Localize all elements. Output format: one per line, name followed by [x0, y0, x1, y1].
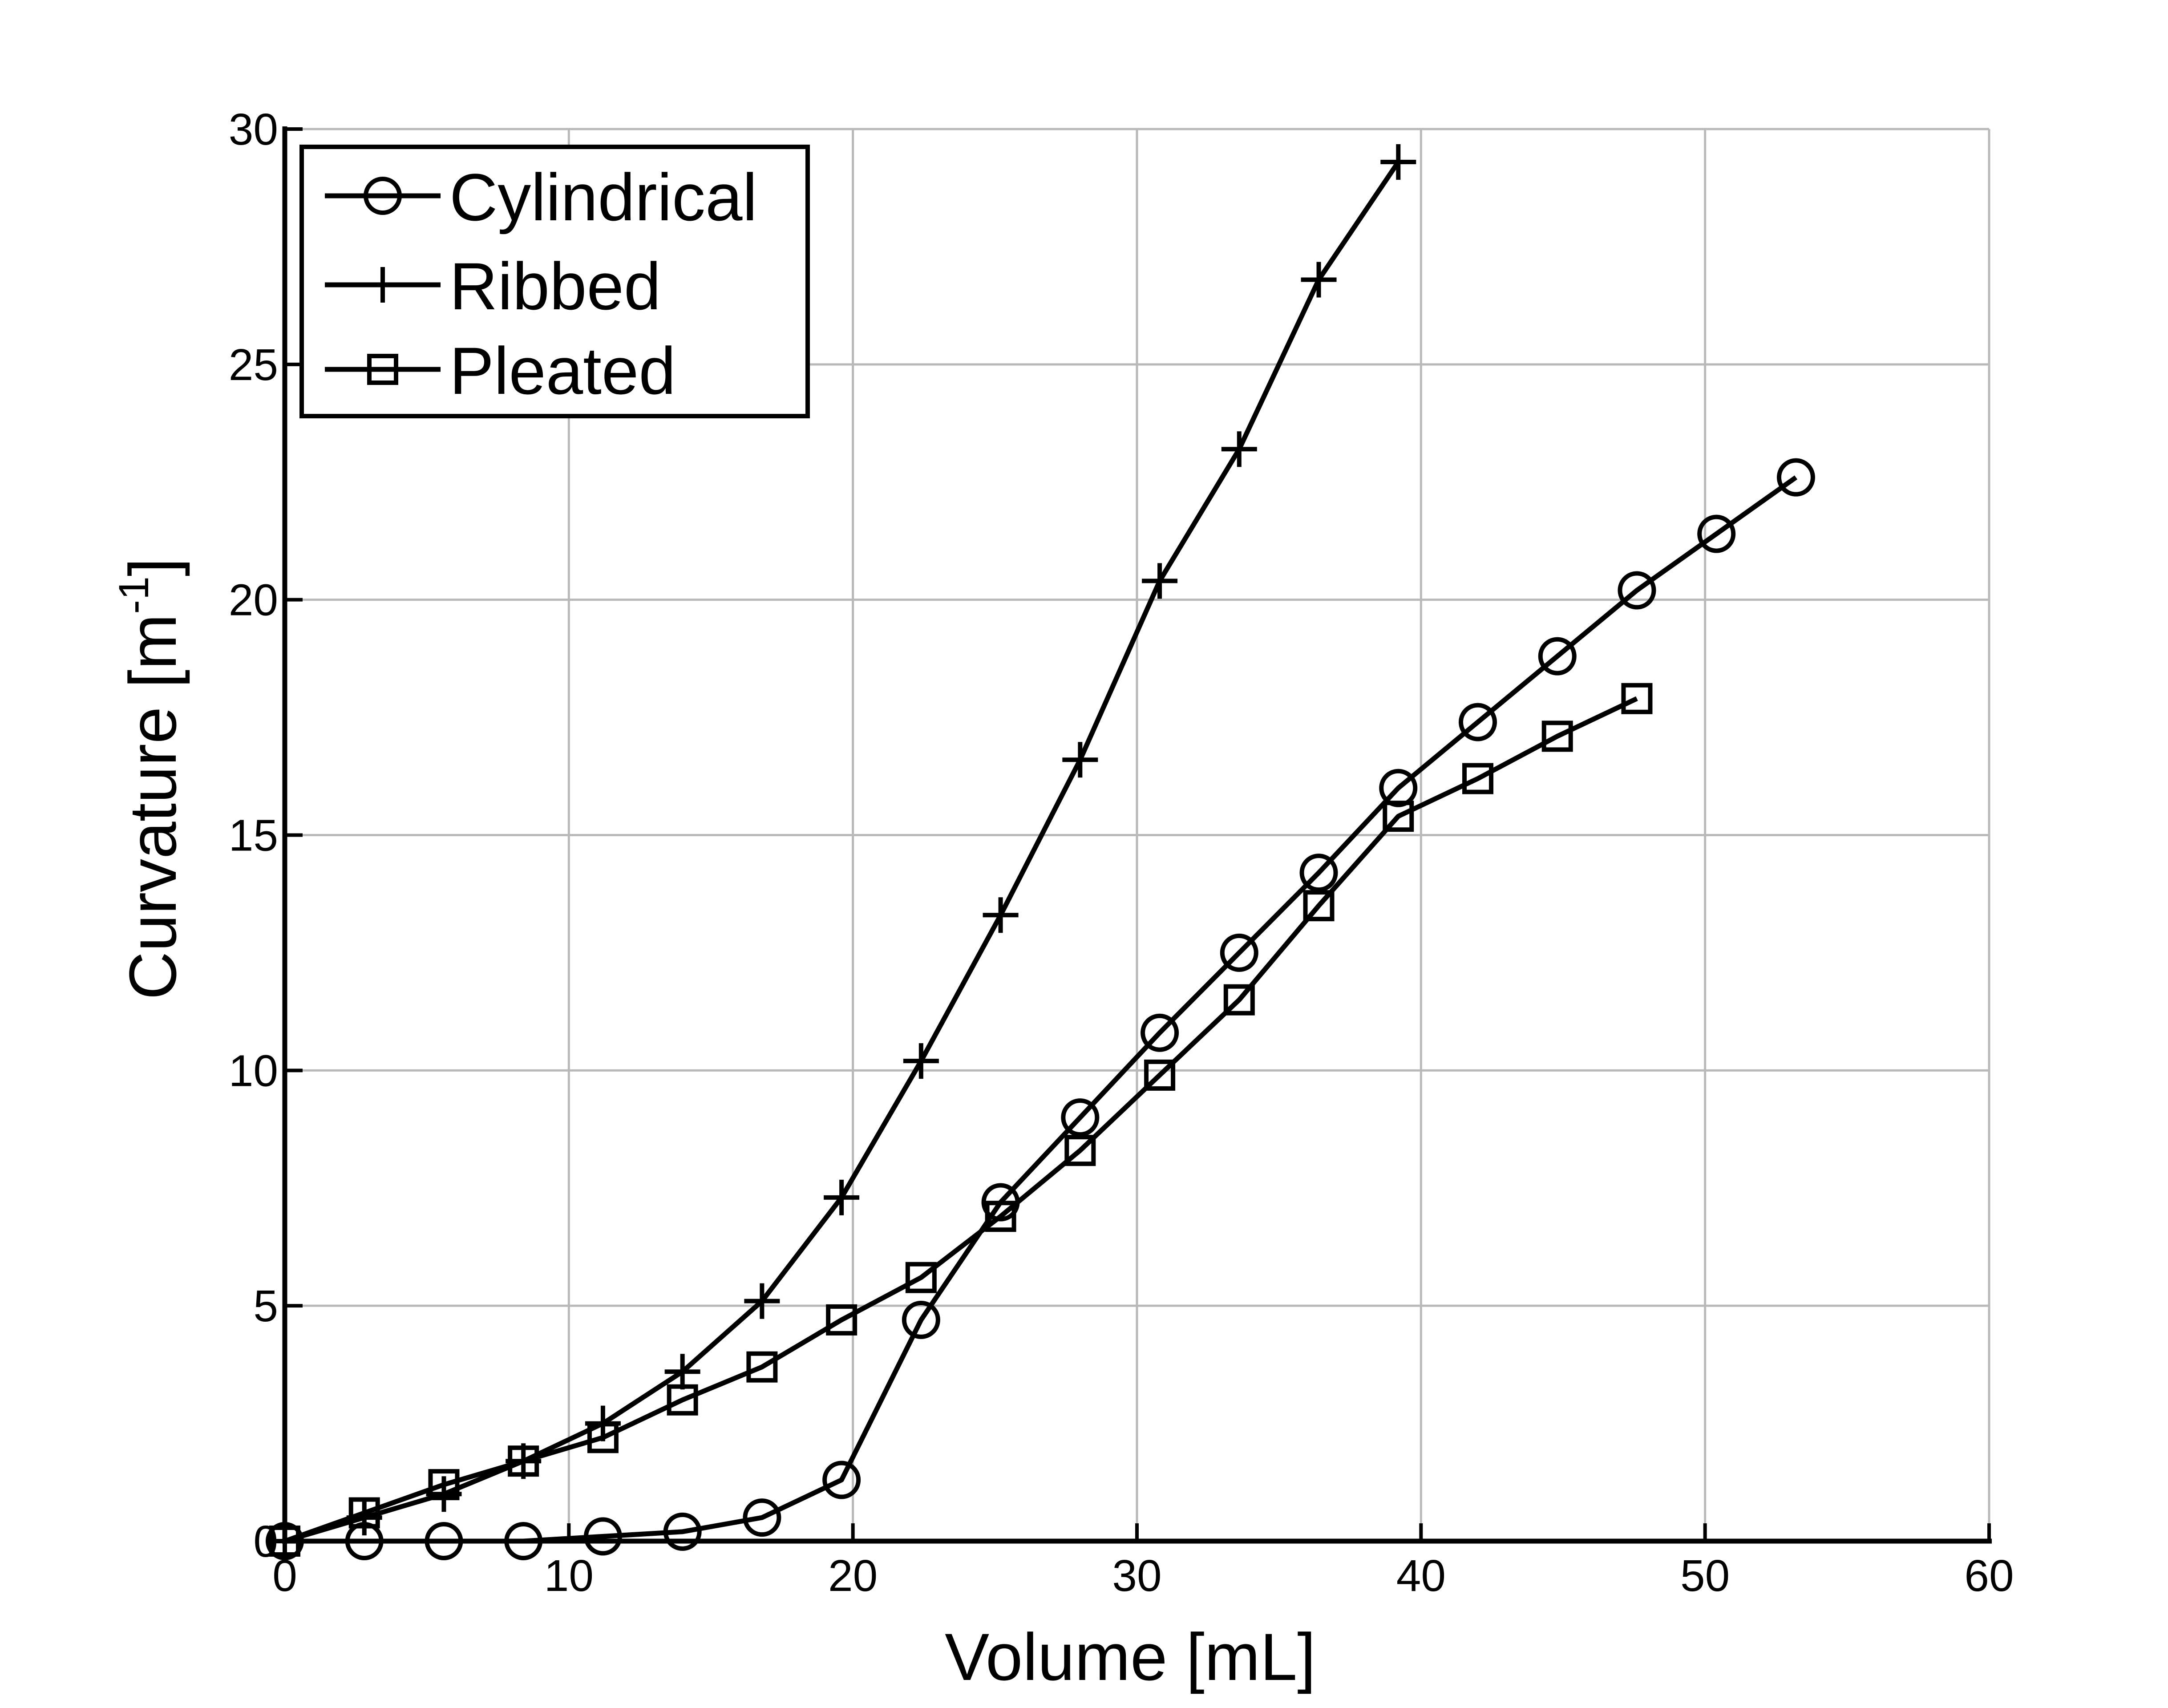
legend-marker-ribbed	[365, 267, 400, 303]
data-point-pleated	[826, 1304, 857, 1336]
data-point-ribbed	[426, 1476, 462, 1512]
data-point-cylindrical	[1459, 703, 1497, 741]
y-tick-label: 20	[229, 575, 278, 625]
data-point-cylindrical	[822, 1461, 861, 1499]
data-point-pleated	[1621, 683, 1653, 714]
series-ribbed	[267, 144, 1416, 1559]
data-point-cylindrical	[1379, 769, 1418, 807]
x-tick-label: 20	[828, 1551, 878, 1601]
x-tick-label: 10	[544, 1551, 594, 1601]
data-point-cylindrical	[1776, 458, 1815, 497]
data-point-ribbed	[903, 1043, 939, 1079]
y-tick-label: 5	[253, 1281, 278, 1331]
data-point-ribbed	[506, 1443, 542, 1479]
data-point-ribbed	[744, 1283, 780, 1319]
data-point-pleated	[1064, 1135, 1096, 1166]
data-point-pleated	[1144, 1059, 1176, 1091]
legend-label-pleated: Pleated	[449, 333, 676, 408]
data-point-ribbed	[1380, 144, 1416, 180]
data-point-cylindrical	[981, 1183, 1020, 1222]
y-tick-label: 25	[229, 340, 278, 390]
legend: Cylindrical Ribbed Pleated	[299, 145, 810, 418]
y-axis-label-close: ]	[115, 558, 190, 576]
legend-marker-cylindrical	[364, 177, 402, 215]
data-point-cylindrical	[1618, 571, 1656, 610]
y-tick-label: 15	[229, 811, 278, 861]
y-tick-label: 10	[229, 1046, 278, 1096]
data-point-ribbed	[1301, 262, 1337, 298]
series-group	[266, 144, 1815, 1560]
x-tick-label: 40	[1396, 1551, 1446, 1601]
data-point-ribbed	[585, 1405, 621, 1441]
data-point-ribbed	[983, 897, 1019, 933]
data-point-cylindrical	[266, 1522, 304, 1560]
data-point-cylindrical	[902, 1300, 940, 1339]
x-tick-label: 50	[1680, 1551, 1730, 1601]
data-point-cylindrical	[1220, 933, 1258, 972]
legend-label-ribbed: Ribbed	[449, 249, 661, 324]
y-axis-label: Curvature [m-1]	[110, 558, 190, 1000]
data-point-cylindrical	[583, 1517, 622, 1556]
data-point-pleated	[905, 1262, 937, 1293]
data-point-pleated	[1541, 720, 1573, 752]
data-point-pleated	[1223, 984, 1255, 1016]
x-tick-label: 30	[1112, 1551, 1161, 1601]
data-point-ribbed	[1142, 563, 1178, 599]
data-point-ribbed	[1221, 431, 1257, 467]
data-point-pleated	[1303, 890, 1335, 922]
data-point-cylindrical	[1299, 854, 1338, 892]
data-point-ribbed	[346, 1500, 382, 1536]
data-point-cylindrical	[425, 1522, 463, 1560]
x-tick-label: 60	[1964, 1551, 2014, 1601]
data-point-ribbed	[1062, 742, 1098, 778]
y-axis-label-superscript: -1	[110, 576, 158, 614]
data-point-cylindrical	[504, 1522, 543, 1560]
data-point-cylindrical	[1141, 1013, 1179, 1052]
data-point-ribbed	[824, 1179, 860, 1215]
data-point-ribbed	[664, 1354, 700, 1390]
data-point-cylindrical	[1697, 514, 1736, 553]
data-point-cylindrical	[345, 1522, 384, 1560]
data-point-pleated	[746, 1351, 778, 1383]
series-cylindrical	[266, 458, 1815, 1560]
grid	[285, 128, 1990, 1541]
legend-marker-pleated	[367, 354, 398, 385]
data-point-pleated	[1462, 763, 1493, 794]
legend-label-cylindrical: Cylindrical	[449, 160, 757, 235]
x-axis-label: Volume [mL]	[945, 1619, 1316, 1694]
y-axis-label-main: Curvature [m	[115, 614, 190, 1000]
data-point-cylindrical	[663, 1512, 702, 1551]
data-point-cylindrical	[1061, 1098, 1100, 1137]
y-tick-label: 30	[229, 105, 278, 154]
data-point-cylindrical	[743, 1498, 781, 1537]
data-point-cylindrical	[1538, 637, 1577, 676]
